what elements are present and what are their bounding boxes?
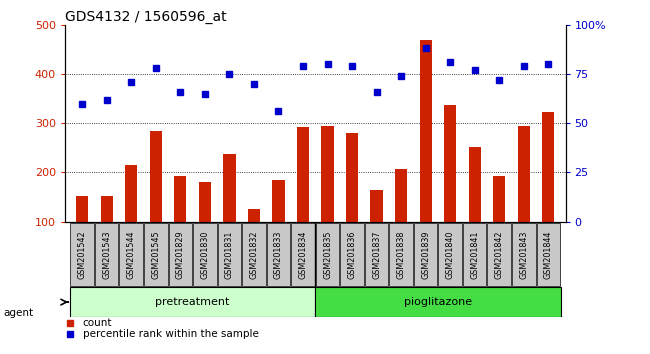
FancyBboxPatch shape [193, 223, 216, 286]
Bar [101, 196, 113, 222]
Text: GDS4132 / 1560596_at: GDS4132 / 1560596_at [65, 10, 227, 24]
FancyBboxPatch shape [365, 223, 388, 286]
FancyBboxPatch shape [291, 223, 315, 286]
Text: count: count [83, 318, 112, 327]
Text: agent: agent [3, 308, 33, 318]
Bar [223, 154, 235, 222]
Text: GSM201832: GSM201832 [250, 230, 259, 279]
Bar [174, 176, 187, 222]
Text: GSM201543: GSM201543 [102, 230, 111, 279]
FancyBboxPatch shape [242, 223, 266, 286]
Text: GSM201842: GSM201842 [495, 230, 504, 279]
Bar [542, 112, 554, 222]
Bar [199, 182, 211, 222]
Bar [125, 165, 137, 222]
Text: GSM201829: GSM201829 [176, 230, 185, 279]
Bar [493, 176, 506, 222]
Text: GSM201838: GSM201838 [396, 230, 406, 279]
Bar [517, 126, 530, 222]
Bar [395, 169, 408, 222]
FancyBboxPatch shape [168, 223, 192, 286]
Text: GSM201834: GSM201834 [298, 230, 307, 279]
FancyBboxPatch shape [70, 223, 94, 286]
Text: GSM201841: GSM201841 [470, 230, 479, 279]
Text: GSM201833: GSM201833 [274, 230, 283, 279]
FancyBboxPatch shape [463, 223, 486, 286]
Bar [346, 133, 358, 222]
FancyBboxPatch shape [536, 223, 560, 286]
Bar [370, 190, 383, 222]
FancyBboxPatch shape [341, 223, 364, 286]
Text: GSM201542: GSM201542 [77, 230, 86, 279]
Text: percentile rank within the sample: percentile rank within the sample [83, 329, 259, 339]
FancyBboxPatch shape [266, 223, 290, 286]
FancyBboxPatch shape [414, 223, 437, 286]
Text: GSM201831: GSM201831 [225, 230, 234, 279]
FancyBboxPatch shape [315, 287, 560, 317]
Text: pioglitazone: pioglitazone [404, 297, 472, 307]
Bar [321, 126, 333, 222]
Text: GSM201545: GSM201545 [151, 230, 161, 279]
Text: GSM201844: GSM201844 [544, 230, 553, 279]
FancyBboxPatch shape [120, 223, 143, 286]
Bar [297, 127, 309, 222]
Bar [150, 131, 162, 222]
Text: GSM201840: GSM201840 [446, 230, 455, 279]
Text: GSM201830: GSM201830 [200, 230, 209, 279]
Text: pretreatment: pretreatment [155, 297, 229, 307]
FancyBboxPatch shape [316, 223, 339, 286]
FancyBboxPatch shape [70, 287, 315, 317]
Text: GSM201839: GSM201839 [421, 230, 430, 279]
Text: GSM201837: GSM201837 [372, 230, 381, 279]
Text: GSM201835: GSM201835 [323, 230, 332, 279]
Text: GSM201843: GSM201843 [519, 230, 528, 279]
Bar [76, 196, 88, 222]
Bar [272, 180, 285, 222]
FancyBboxPatch shape [95, 223, 118, 286]
Bar [444, 104, 456, 222]
Bar [248, 209, 260, 222]
Text: GSM201836: GSM201836 [348, 230, 357, 279]
FancyBboxPatch shape [389, 223, 413, 286]
FancyBboxPatch shape [488, 223, 511, 286]
FancyBboxPatch shape [512, 223, 536, 286]
Bar [469, 147, 481, 222]
Text: GSM201544: GSM201544 [127, 230, 136, 279]
FancyBboxPatch shape [218, 223, 241, 286]
FancyBboxPatch shape [438, 223, 462, 286]
FancyBboxPatch shape [144, 223, 168, 286]
Bar [419, 40, 432, 222]
